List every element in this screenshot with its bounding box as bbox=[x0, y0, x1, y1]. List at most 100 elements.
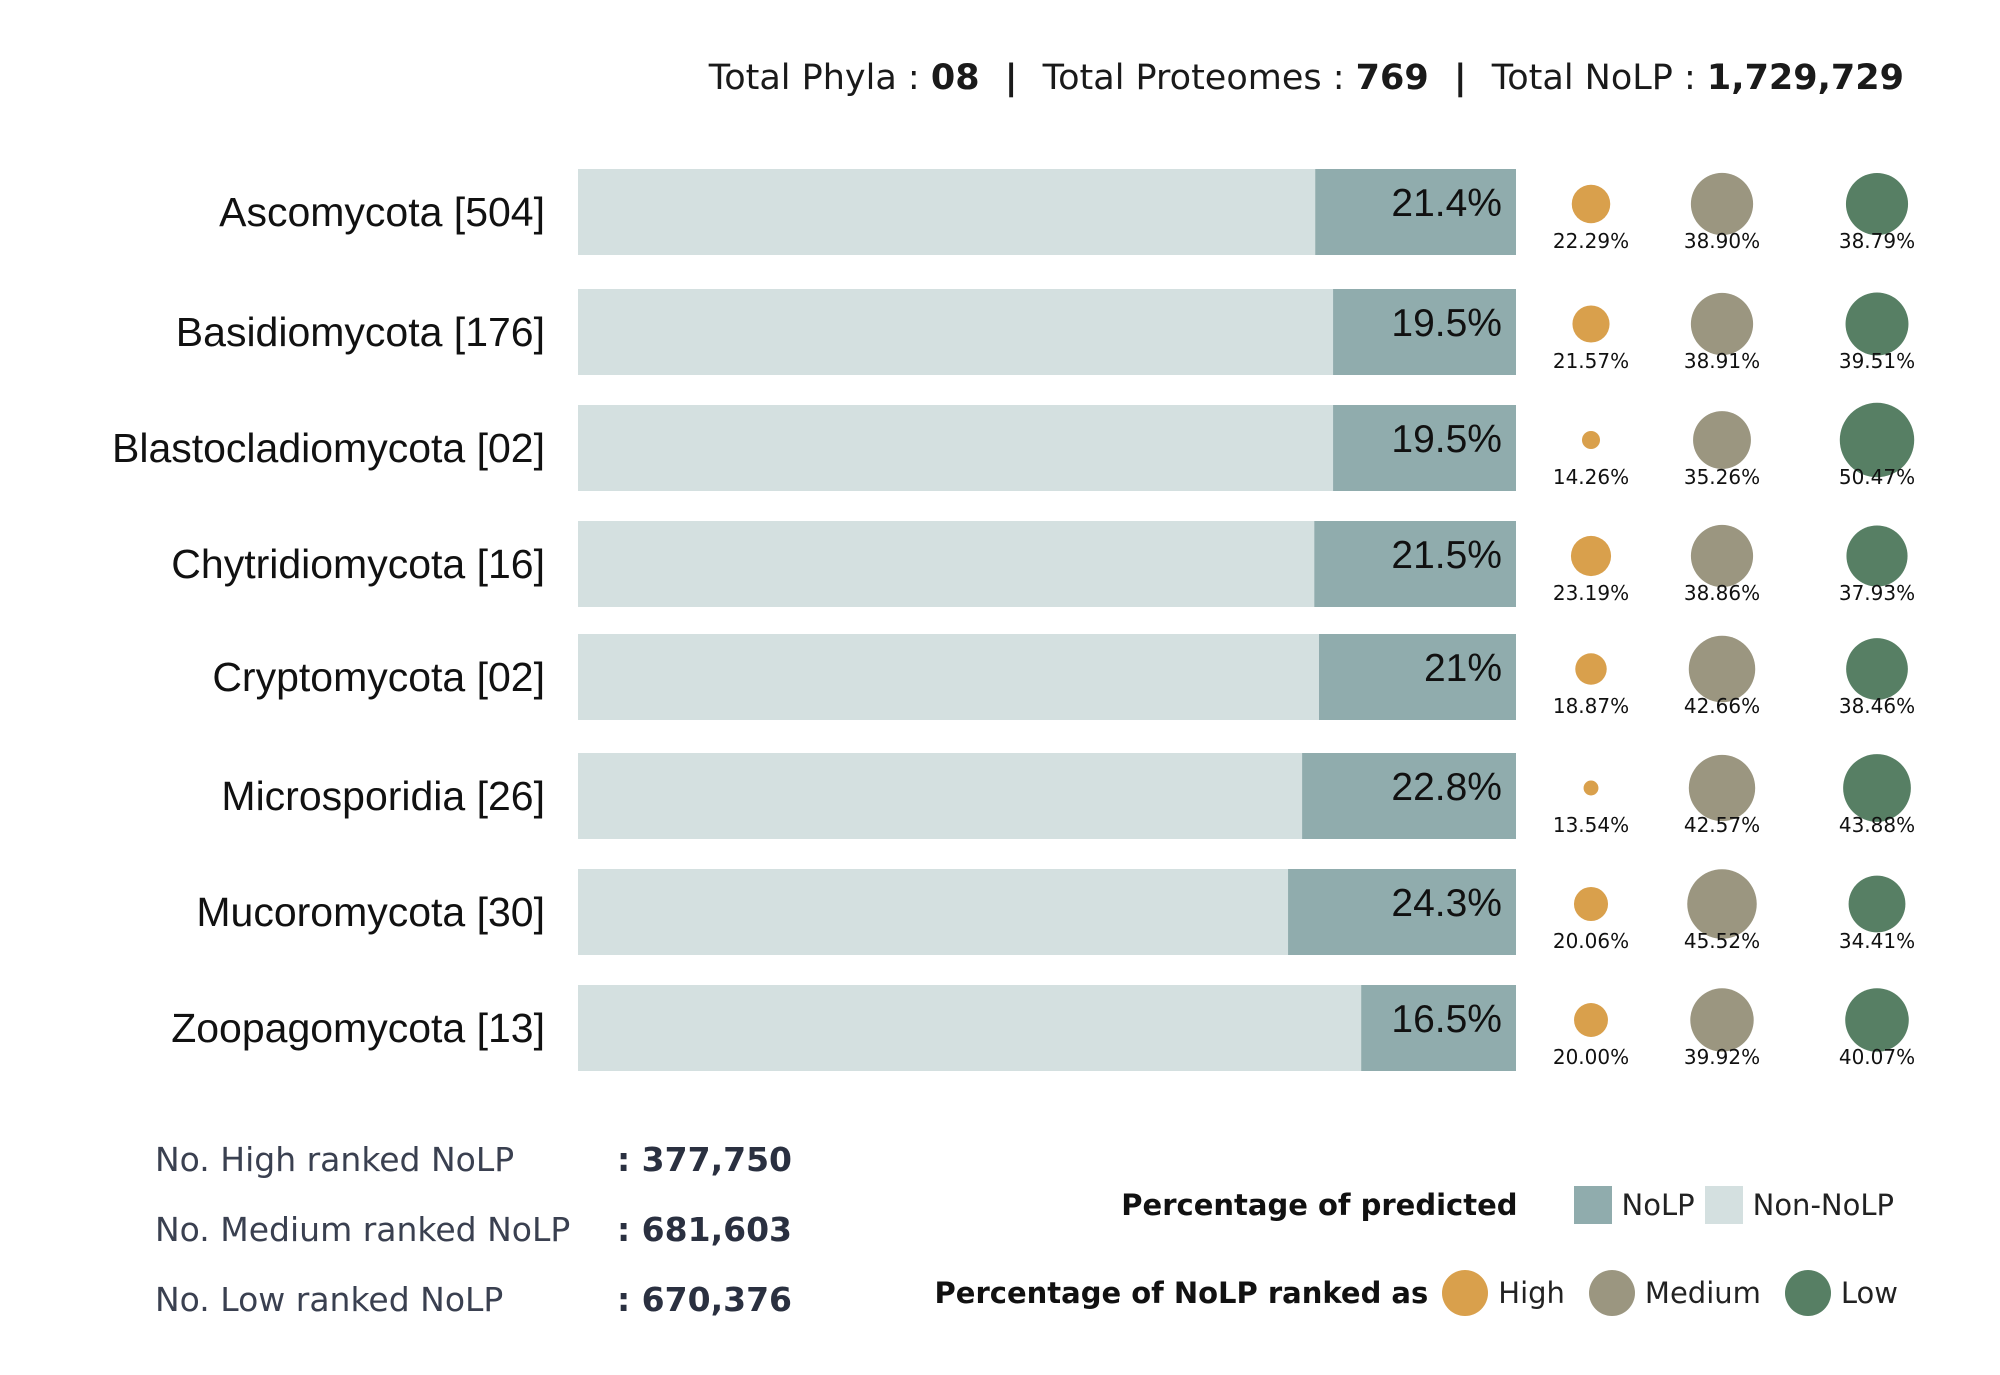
nolp-bar bbox=[1315, 169, 1516, 255]
medium-rank-circle bbox=[1688, 754, 1756, 822]
medium-rank-label: 39.92% bbox=[1684, 1045, 1760, 1069]
totals-header: Total Phyla : 08 | Total Proteomes : 769… bbox=[709, 58, 1904, 98]
non-nolp-swatch bbox=[1704, 1186, 1743, 1224]
legend-ranked: Percentage of NoLP ranked as High Medium… bbox=[935, 1270, 1908, 1316]
high-rank-circle bbox=[1573, 886, 1609, 922]
high-rank-label: 23.19% bbox=[1553, 581, 1629, 605]
low-rank-circle bbox=[1846, 638, 1908, 700]
stat-high: No. High ranked NoLP : 377,750 bbox=[155, 1140, 792, 1179]
nolp-percent-label: 19.5% bbox=[1391, 302, 1502, 345]
low-rank-circle bbox=[1845, 172, 1909, 236]
medium-rank-circle bbox=[1690, 524, 1754, 588]
medium-rank-label: 45.52% bbox=[1684, 929, 1760, 953]
nolp-percent-label: 24.3% bbox=[1391, 882, 1502, 925]
low-rank-circle bbox=[1845, 988, 1909, 1052]
high-rank-circle bbox=[1581, 430, 1601, 450]
proteomes-value: 769 bbox=[1355, 58, 1429, 98]
medium-rank-circle bbox=[1690, 292, 1754, 356]
medium-dot bbox=[1588, 1270, 1635, 1316]
legend-high: High bbox=[1498, 1276, 1565, 1310]
category-label: Microsporidia [26] bbox=[221, 773, 545, 819]
nolp-bar bbox=[1319, 634, 1516, 720]
low-rank-label: 43.88% bbox=[1839, 813, 1915, 837]
high-rank-label: 21.57% bbox=[1553, 349, 1629, 373]
stat-value: : 377,750 bbox=[617, 1140, 792, 1179]
high-rank-circle bbox=[1571, 184, 1611, 224]
legend-title: Percentage of NoLP ranked as bbox=[934, 1276, 1429, 1310]
medium-rank-circle bbox=[1693, 411, 1751, 469]
nolp-total-label: Total NoLP : bbox=[1491, 58, 1696, 98]
nolp-bar bbox=[1333, 405, 1516, 491]
low-rank-label: 39.51% bbox=[1839, 349, 1915, 373]
high-rank-circle bbox=[1570, 535, 1612, 577]
low-rank-label: 50.47% bbox=[1839, 465, 1915, 489]
low-rank-label: 40.07% bbox=[1839, 1045, 1915, 1069]
separator: | bbox=[1004, 58, 1018, 98]
category-label: Cryptomycota [02] bbox=[212, 654, 545, 700]
high-rank-circle bbox=[1572, 305, 1610, 343]
medium-rank-label: 42.66% bbox=[1684, 694, 1760, 718]
low-rank-circle bbox=[1845, 292, 1909, 356]
nolp-percent-label: 21.5% bbox=[1391, 534, 1502, 577]
high-rank-label: 14.26% bbox=[1553, 465, 1629, 489]
stat-value: : 670,376 bbox=[617, 1280, 792, 1319]
low-rank-label: 34.41% bbox=[1839, 929, 1915, 953]
category-label: Ascomycota [504] bbox=[219, 189, 545, 235]
legend-non-nolp: Non-NoLP bbox=[1752, 1188, 1894, 1222]
medium-rank-circle bbox=[1687, 869, 1757, 939]
nolp-percent-label: 16.5% bbox=[1391, 998, 1502, 1041]
high-rank-label: 13.54% bbox=[1553, 813, 1629, 837]
nolp-percent-label: 22.8% bbox=[1391, 766, 1502, 809]
nolp-bar bbox=[1333, 289, 1516, 375]
phyla-label: Total Phyla : bbox=[708, 58, 920, 98]
nolp-bar bbox=[1288, 869, 1516, 955]
nolp-percent-label: 21.4% bbox=[1391, 182, 1502, 225]
legend-predicted: Percentage of predicted NoLP Non-NoLP bbox=[1121, 1186, 1904, 1224]
nolp-bar bbox=[1314, 521, 1516, 607]
medium-rank-label: 38.86% bbox=[1684, 581, 1760, 605]
stat-value: : 681,603 bbox=[617, 1210, 792, 1249]
legend-medium: Medium bbox=[1644, 1276, 1761, 1310]
nolp-percent-label: 21% bbox=[1424, 647, 1502, 690]
legend-low: Low bbox=[1840, 1276, 1898, 1310]
category-label: Blastocladiomycota [02] bbox=[112, 425, 545, 471]
medium-rank-circle bbox=[1690, 172, 1754, 236]
nolp-swatch bbox=[1573, 1186, 1612, 1224]
separator: | bbox=[1453, 58, 1467, 98]
high-rank-circle bbox=[1574, 1003, 1608, 1037]
high-rank-circle bbox=[1583, 780, 1599, 796]
proteomes-label: Total Proteomes : bbox=[1042, 58, 1345, 98]
low-rank-label: 38.79% bbox=[1839, 229, 1915, 253]
category-label: Chytridiomycota [16] bbox=[171, 541, 545, 587]
stat-label: No. High ranked NoLP bbox=[155, 1140, 515, 1179]
nolp-percent-label: 19.5% bbox=[1391, 418, 1502, 461]
medium-rank-label: 42.57% bbox=[1684, 813, 1760, 837]
medium-rank-label: 38.90% bbox=[1684, 229, 1760, 253]
low-rank-circle bbox=[1839, 402, 1915, 478]
low-rank-circle bbox=[1848, 875, 1906, 933]
phyla-value: 08 bbox=[930, 58, 980, 98]
medium-rank-label: 38.91% bbox=[1684, 349, 1760, 373]
high-rank-label: 22.29% bbox=[1553, 229, 1629, 253]
stat-label: No. Low ranked NoLP bbox=[155, 1280, 504, 1319]
medium-rank-label: 35.26% bbox=[1684, 465, 1760, 489]
category-label: Mucoromycota [30] bbox=[196, 889, 545, 935]
category-label: Basidiomycota [176] bbox=[176, 309, 545, 355]
medium-rank-circle bbox=[1688, 635, 1756, 703]
high-dot bbox=[1442, 1270, 1489, 1316]
nolp-bar bbox=[1302, 753, 1516, 839]
stat-medium: No. Medium ranked NoLP : 681,603 bbox=[155, 1210, 792, 1249]
high-rank-circle bbox=[1575, 653, 1607, 685]
low-rank-circle bbox=[1843, 754, 1911, 822]
category-label: Zoopagomycota [13] bbox=[171, 1005, 545, 1051]
stacked-bar-chart: Ascomycota [504] 21.4% 22.29% 38.90% 38.79% B… bbox=[112, 169, 1915, 1071]
nolp-bar bbox=[1361, 985, 1516, 1071]
stat-label: No. Medium ranked NoLP bbox=[155, 1210, 571, 1249]
high-rank-label: 18.87% bbox=[1553, 694, 1629, 718]
high-rank-label: 20.06% bbox=[1553, 929, 1629, 953]
low-rank-circle bbox=[1846, 525, 1908, 587]
low-rank-label: 38.46% bbox=[1839, 694, 1915, 718]
nolp-total-value: 1,729,729 bbox=[1706, 58, 1904, 98]
high-rank-label: 20.00% bbox=[1553, 1045, 1629, 1069]
